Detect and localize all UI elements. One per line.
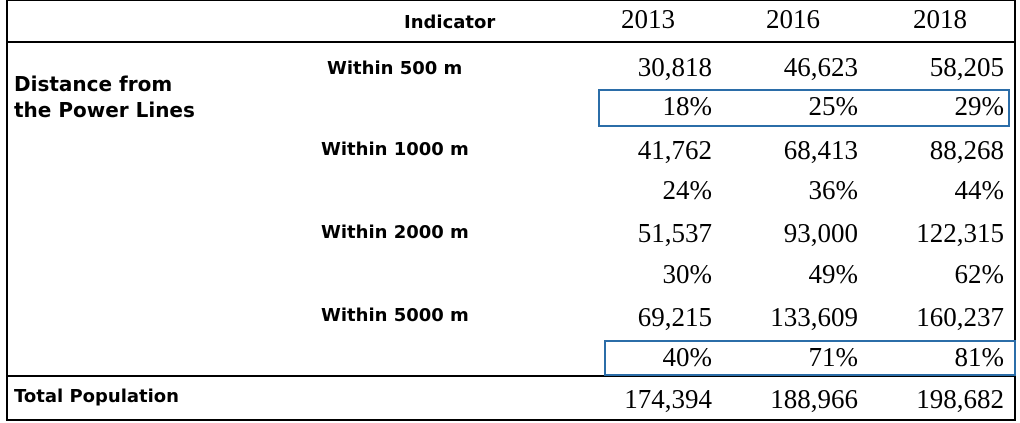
count-2000-2013: 51,537 xyxy=(637,218,712,248)
count-1000-2016: 68,413 xyxy=(783,135,858,165)
share-5000-2018: 81% xyxy=(954,342,1005,372)
count-2000-2016: 93,000 xyxy=(783,218,858,248)
highlight-box-500 xyxy=(598,89,1010,127)
header-indicator: Indicator xyxy=(404,12,496,33)
total-rule xyxy=(6,375,1016,377)
count-500-2013: 30,818 xyxy=(637,52,712,82)
share-2000-2016: 49% xyxy=(808,259,859,289)
count-5000-2016: 133,609 xyxy=(770,302,858,332)
group-label: Distance from the Power Lines xyxy=(14,72,195,122)
total-2013: 174,394 xyxy=(624,384,712,414)
share-1000-2013: 24% xyxy=(662,175,713,205)
count-500-2018: 58,205 xyxy=(929,52,1004,82)
highlight-box-5000 xyxy=(604,340,1016,376)
share-1000-2018: 44% xyxy=(954,175,1005,205)
share-5000-2016: 71% xyxy=(808,342,859,372)
share-2000-2013: 30% xyxy=(662,259,713,289)
total-2018: 198,682 xyxy=(916,384,1004,414)
share-2000-2018: 62% xyxy=(954,259,1005,289)
row-label-1000: Within 1000 m xyxy=(321,139,469,160)
row-label-2000: Within 2000 m xyxy=(321,222,469,243)
total-label: Total Population xyxy=(14,386,179,407)
header-year-2018: 2018 xyxy=(913,4,967,34)
share-5000-2013: 40% xyxy=(662,342,713,372)
row-label-5000: Within 5000 m xyxy=(321,305,469,326)
total-2016: 188,966 xyxy=(770,384,858,414)
share-1000-2016: 36% xyxy=(808,175,859,205)
header-year-2013: 2013 xyxy=(621,4,675,34)
table-frame xyxy=(6,0,1016,421)
count-500-2016: 46,623 xyxy=(783,52,858,82)
row-label-500: Within 500 m xyxy=(327,58,463,79)
header-year-2016: 2016 xyxy=(766,4,820,34)
count-5000-2018: 160,237 xyxy=(916,302,1004,332)
count-1000-2013: 41,762 xyxy=(637,135,712,165)
count-5000-2013: 69,215 xyxy=(637,302,712,332)
count-1000-2018: 88,268 xyxy=(929,135,1004,165)
share-500-2016: 25% xyxy=(808,91,859,121)
header-rule xyxy=(6,41,1016,43)
share-500-2018: 29% xyxy=(954,91,1005,121)
count-2000-2018: 122,315 xyxy=(916,218,1004,248)
share-500-2013: 18% xyxy=(662,91,713,121)
